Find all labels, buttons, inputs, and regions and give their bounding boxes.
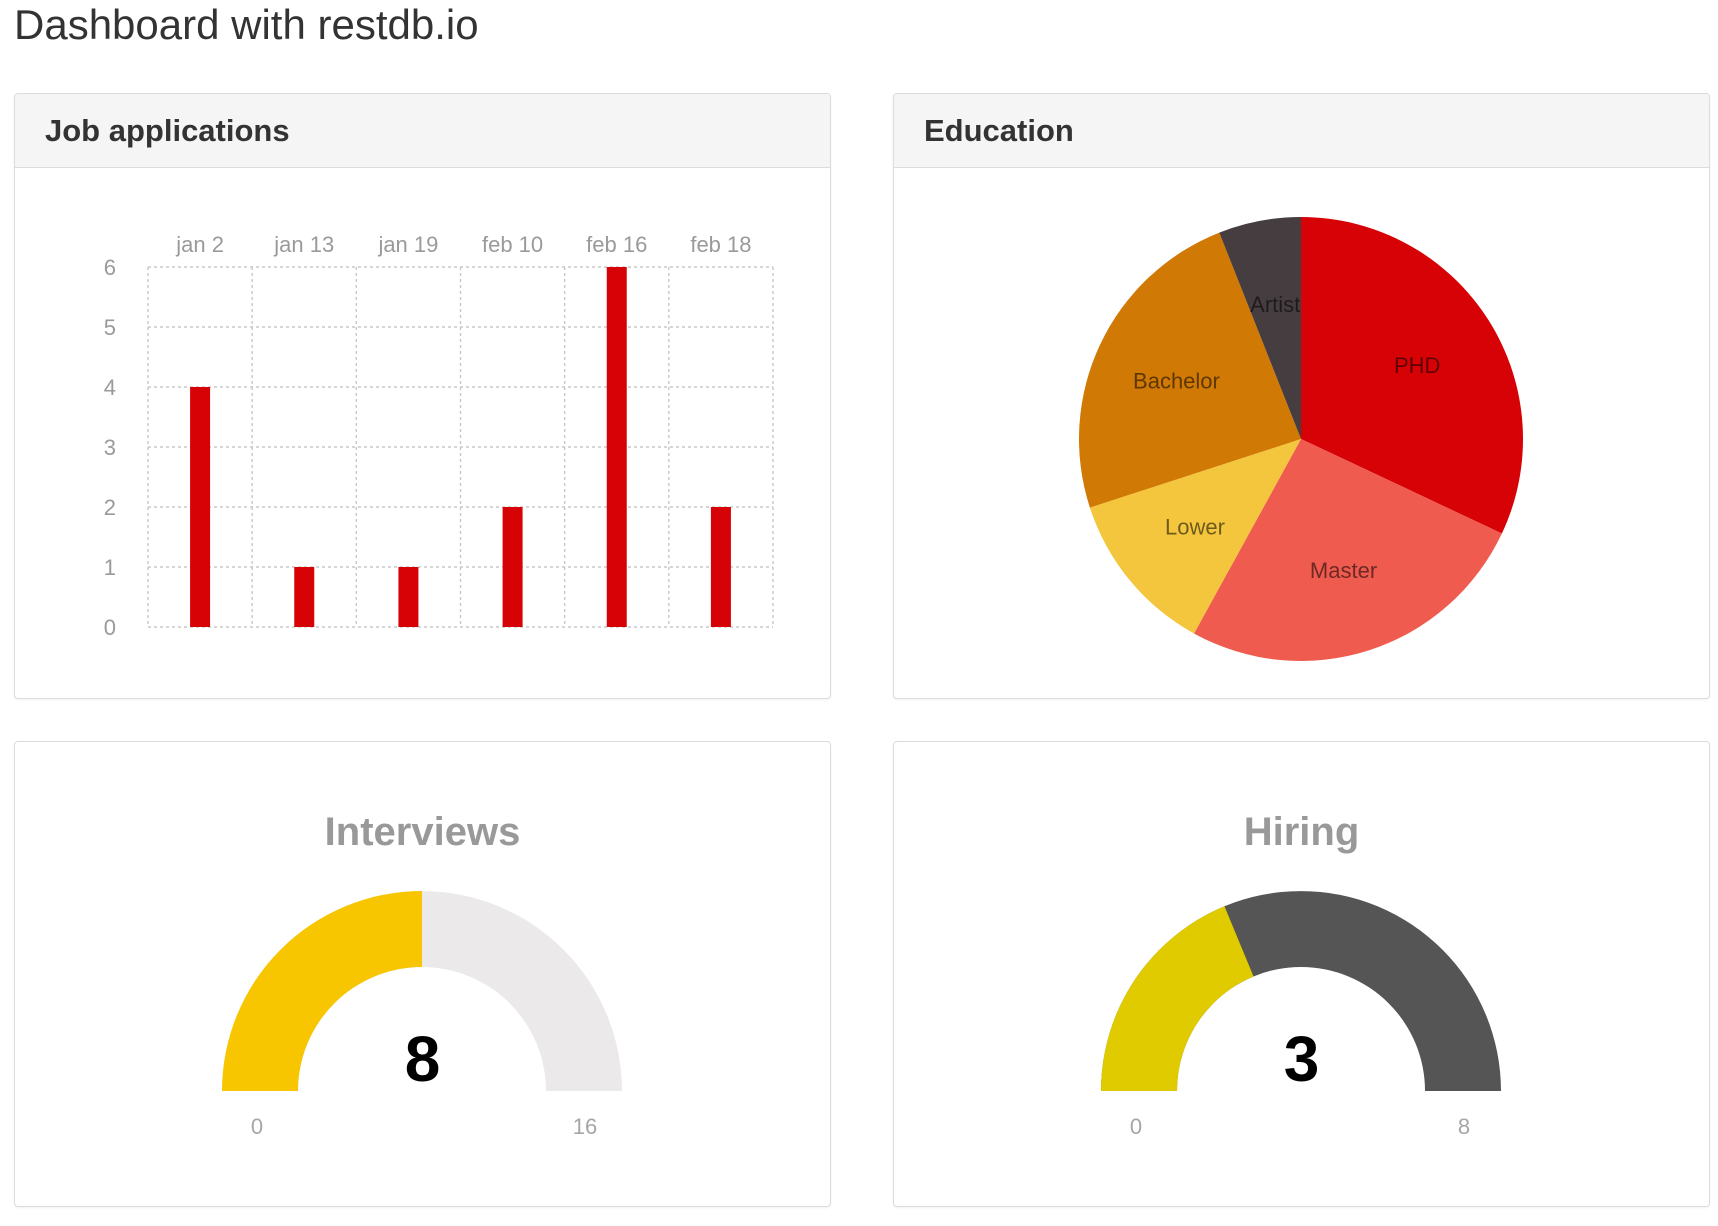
pie-slice-label: Lower [1165, 515, 1225, 540]
pie-slice [1219, 217, 1301, 439]
panel-title: Education [924, 112, 1074, 148]
gauge-fill [1101, 906, 1254, 1091]
bar [190, 387, 211, 627]
y-tick-label: 6 [104, 255, 116, 280]
hiring-gauge [1101, 891, 1501, 1091]
gauge-min-label: 0 [250, 1114, 264, 1139]
gauge-max-label: 8 [1457, 1114, 1471, 1139]
y-tick-label: 4 [104, 375, 116, 400]
gauge-fill [222, 891, 422, 1091]
gauge-min-label: 0 [1129, 1114, 1143, 1139]
bar [606, 267, 627, 627]
x-tick-label: jan 2 [175, 232, 224, 257]
pie-slice [1194, 439, 1502, 662]
gauge-max-label: 16 [572, 1114, 598, 1139]
bar [294, 567, 315, 627]
gauge-value: 3 [1283, 1023, 1320, 1095]
x-tick-label: jan 19 [377, 232, 438, 257]
y-tick-label: 1 [104, 555, 116, 580]
bar [502, 507, 523, 627]
pie-slice-label: Bachelor [1133, 368, 1220, 393]
panel-title: Job applications [45, 112, 290, 148]
job-applications-panel: Job applications 0 1 2 3 4 5 6 jan 2 jan 13 jan 1… [14, 93, 831, 699]
x-tick-label: feb 18 [690, 232, 751, 257]
pie-slice-label: PHD [1394, 353, 1440, 378]
bar [710, 507, 731, 627]
pie-slice-label: Artist [1250, 292, 1300, 317]
education-pie-chart: PHD Master Lower Bachelor Artist [1079, 217, 1523, 662]
hiring-panel: Hiring 3 0 8 [893, 741, 1710, 1207]
panel-heading: Education [894, 94, 1709, 168]
y-tick-label: 2 [104, 495, 116, 520]
bar-chart-grid [147, 266, 774, 628]
x-tick-label: feb 10 [482, 232, 543, 257]
gauge-title: Interviews [324, 810, 521, 854]
job-applications-bar-chart: 0 1 2 3 4 5 6 jan 2 jan 13 jan 19 feb 10 feb 16 feb … [104, 232, 774, 640]
bar [398, 567, 419, 627]
pie-slice [1079, 232, 1301, 508]
panel-heading: Job applications [15, 94, 830, 168]
x-tick-label: feb 16 [586, 232, 647, 257]
page-title: Dashboard with restdb.io [14, 1, 479, 48]
interviews-gauge [222, 891, 622, 1091]
y-tick-label: 3 [104, 435, 116, 460]
education-panel: Education PHD Master Lower Bachelor Artist [893, 93, 1710, 699]
interviews-panel: Interviews 8 0 16 [14, 741, 831, 1207]
pie-slice [1089, 439, 1301, 634]
pie-slice-label: Master [1310, 558, 1377, 583]
gauge-value: 8 [404, 1023, 441, 1095]
y-tick-label: 5 [104, 315, 116, 340]
x-tick-label: jan 13 [273, 232, 334, 257]
gauge-title: Hiring [1243, 810, 1360, 854]
pie-slice [1301, 217, 1523, 534]
y-tick-label: 0 [104, 615, 116, 640]
